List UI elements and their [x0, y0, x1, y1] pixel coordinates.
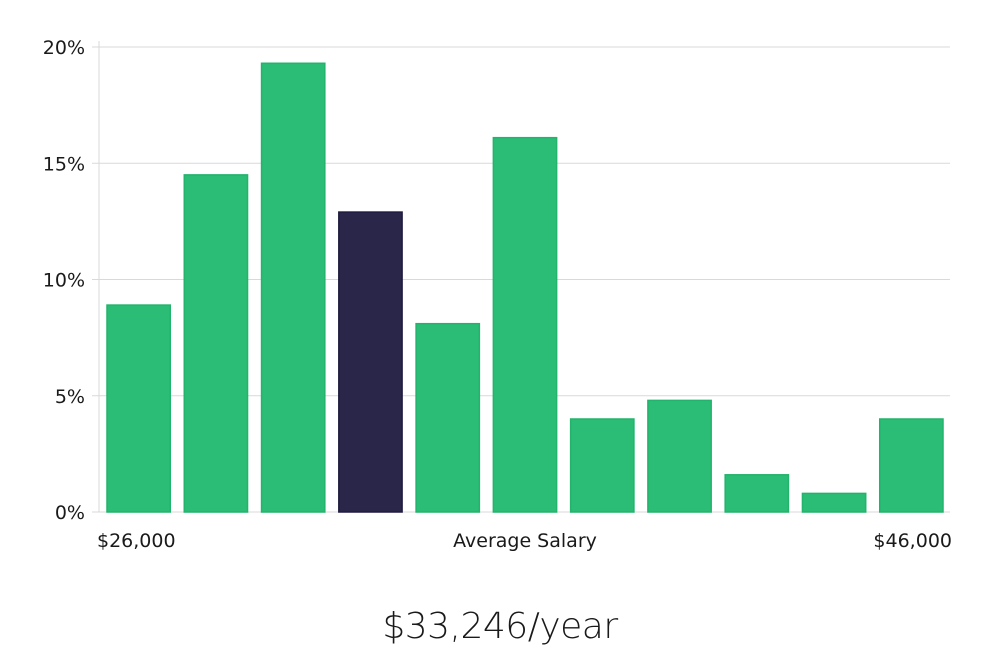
- x-max-label: $46,000: [873, 530, 952, 552]
- average-salary-value: $33,246/year: [382, 606, 618, 647]
- histogram-bar[interactable]: [183, 174, 249, 513]
- histogram-bar[interactable]: [106, 304, 172, 513]
- y-tick-label: 10%: [43, 270, 85, 292]
- histogram-bar[interactable]: [415, 322, 481, 513]
- histogram-bar[interactable]: [569, 418, 635, 513]
- y-tick-label: 15%: [43, 153, 85, 175]
- axis-layer: $26,000 Average Salary $46,000: [97, 530, 952, 552]
- histogram-bar[interactable]: [647, 399, 712, 513]
- histogram-bar[interactable]: [878, 418, 944, 513]
- x-min-label: $26,000: [97, 530, 176, 552]
- salary-histogram: 0% 5% 10% 15% 20% $26,000 Average Salary $46…: [43, 37, 952, 552]
- histogram-bar[interactable]: [492, 136, 558, 513]
- histogram-bar[interactable]: [801, 492, 867, 513]
- y-tick-label: 0%: [55, 502, 85, 524]
- histogram-bar[interactable]: [260, 62, 326, 513]
- histogram-bar[interactable]: [724, 474, 790, 513]
- x-axis-title: Average Salary: [453, 530, 597, 552]
- bar-layer: [106, 62, 944, 513]
- y-tick-label: 20%: [43, 37, 85, 59]
- grid-layer: 0% 5% 10% 15% 20%: [43, 37, 950, 524]
- histogram-bar-highlighted[interactable]: [338, 211, 403, 513]
- y-tick-label: 5%: [55, 386, 85, 408]
